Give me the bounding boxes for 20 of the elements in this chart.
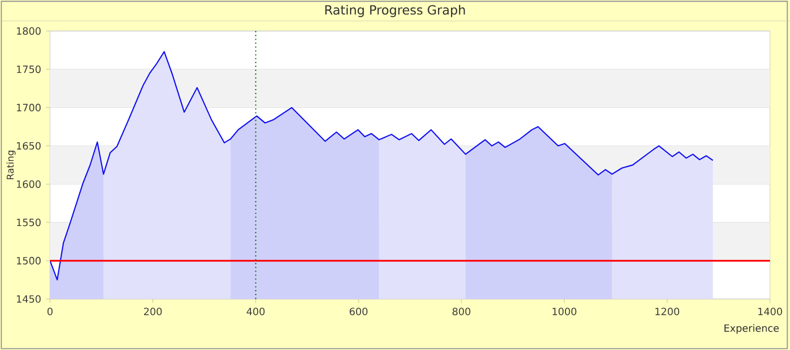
x-tick-label: 1400 <box>758 308 782 316</box>
x-tick-label: 1000 <box>552 308 576 316</box>
y-tick-label: 1500 <box>16 256 41 264</box>
y-tick-label: 1600 <box>16 180 41 188</box>
x-tick-label: 1200 <box>656 308 680 316</box>
y-tick-label: 1550 <box>16 218 41 226</box>
x-tick-label: 800 <box>452 308 470 316</box>
y-tick-label: 1750 <box>16 66 41 74</box>
x-axis-title: Experience <box>724 324 779 334</box>
x-tick-label: 200 <box>144 308 162 316</box>
y-tick-label: 1650 <box>16 142 41 150</box>
x-tick-label: 0 <box>48 308 53 316</box>
x-tick-label: 600 <box>350 308 368 316</box>
y-axis-title: Rating <box>6 150 16 180</box>
line-series <box>50 51 714 280</box>
y-tick-label: 1700 <box>16 104 41 112</box>
y-tick-label: 1450 <box>16 295 41 303</box>
y-tick-label: 1800 <box>16 27 41 35</box>
chart-title: Rating Progress Graph <box>325 4 465 18</box>
x-tick-label: 400 <box>246 308 265 316</box>
